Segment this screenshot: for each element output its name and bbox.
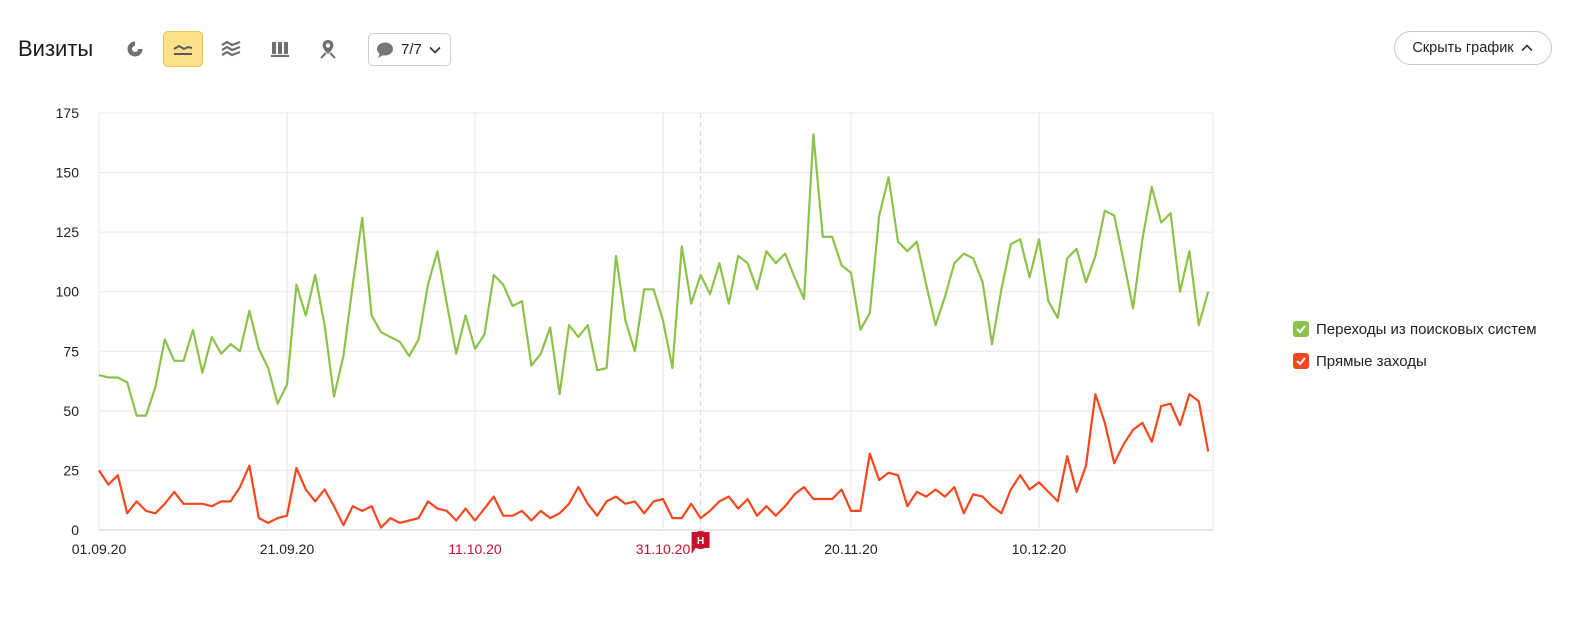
x-tick-label: 31.10.20 bbox=[636, 541, 691, 557]
line-chart: 0 25 50 75 100 125 150 175 01.09.20 21.09.20 11.1… bbox=[56, 105, 1214, 557]
y-tick-label: 125 bbox=[56, 224, 80, 240]
area-chart-icon bbox=[221, 40, 241, 57]
chevron-down-icon bbox=[429, 46, 441, 54]
x-tick-label: 10.12.20 bbox=[1012, 541, 1067, 557]
x-gridlines bbox=[98, 113, 1040, 530]
y-tick-label: 25 bbox=[63, 462, 79, 478]
pie-chart-icon bbox=[127, 41, 143, 57]
x-tick-label: 20.11.20 bbox=[824, 541, 878, 557]
map-icon bbox=[320, 40, 336, 59]
area-chart-button[interactable] bbox=[211, 31, 251, 67]
legend-label: Переходы из поисковых систем bbox=[1316, 320, 1537, 338]
legend: Переходы из поисковых систем Прямые захо… bbox=[1293, 313, 1537, 377]
legend-item-direct[interactable]: Прямые заходы bbox=[1293, 345, 1537, 377]
y-tick-label: 100 bbox=[56, 284, 80, 300]
comments-count: 7/7 bbox=[401, 41, 422, 58]
series-line-direct[interactable] bbox=[98, 393, 1210, 529]
checkbox-icon[interactable] bbox=[1293, 353, 1309, 369]
marker-circle bbox=[691, 531, 710, 549]
x-axis-ticks: 01.09.20 21.09.20 11.10.20 31.10.20 20.11.20… bbox=[72, 541, 1067, 557]
y-tick-label: 75 bbox=[63, 343, 79, 359]
y-tick-label: 175 bbox=[56, 105, 80, 121]
page-title: Визиты bbox=[18, 36, 94, 61]
comments-dropdown[interactable]: 7/7 bbox=[368, 33, 451, 66]
line-chart-icon bbox=[173, 44, 193, 55]
x-tick-label: 01.09.20 bbox=[72, 541, 127, 557]
y-tick-label: 150 bbox=[56, 165, 80, 181]
comment-icon bbox=[377, 42, 393, 58]
y-tick-label: 0 bbox=[71, 522, 79, 538]
checkbox-icon[interactable] bbox=[1293, 321, 1309, 337]
annotation-marker[interactable]: Н bbox=[691, 531, 710, 554]
y-tick-label: 50 bbox=[63, 403, 79, 419]
marker-label: Н bbox=[697, 536, 704, 547]
series-layer bbox=[98, 133, 1210, 529]
map-button[interactable] bbox=[308, 31, 348, 67]
series-line-search[interactable] bbox=[98, 133, 1210, 417]
chevron-up-icon bbox=[1521, 44, 1533, 52]
bar-chart-icon bbox=[271, 42, 289, 57]
legend-item-search[interactable]: Переходы из поисковых систем bbox=[1293, 313, 1537, 345]
legend-label: Прямые заходы bbox=[1316, 352, 1427, 370]
x-tick-label: 11.10.20 bbox=[448, 541, 502, 557]
y-gridlines bbox=[99, 112, 1214, 531]
y-axis-ticks: 0 25 50 75 100 125 150 175 bbox=[56, 105, 80, 538]
x-tick-label: 21.09.20 bbox=[260, 541, 315, 557]
pie-chart-button[interactable] bbox=[115, 31, 155, 67]
hide-chart-button[interactable]: Скрыть график bbox=[1394, 31, 1552, 65]
hide-chart-label: Скрыть график bbox=[1412, 40, 1514, 56]
line-chart-button[interactable] bbox=[163, 31, 203, 67]
bar-chart-button[interactable] bbox=[260, 31, 300, 67]
